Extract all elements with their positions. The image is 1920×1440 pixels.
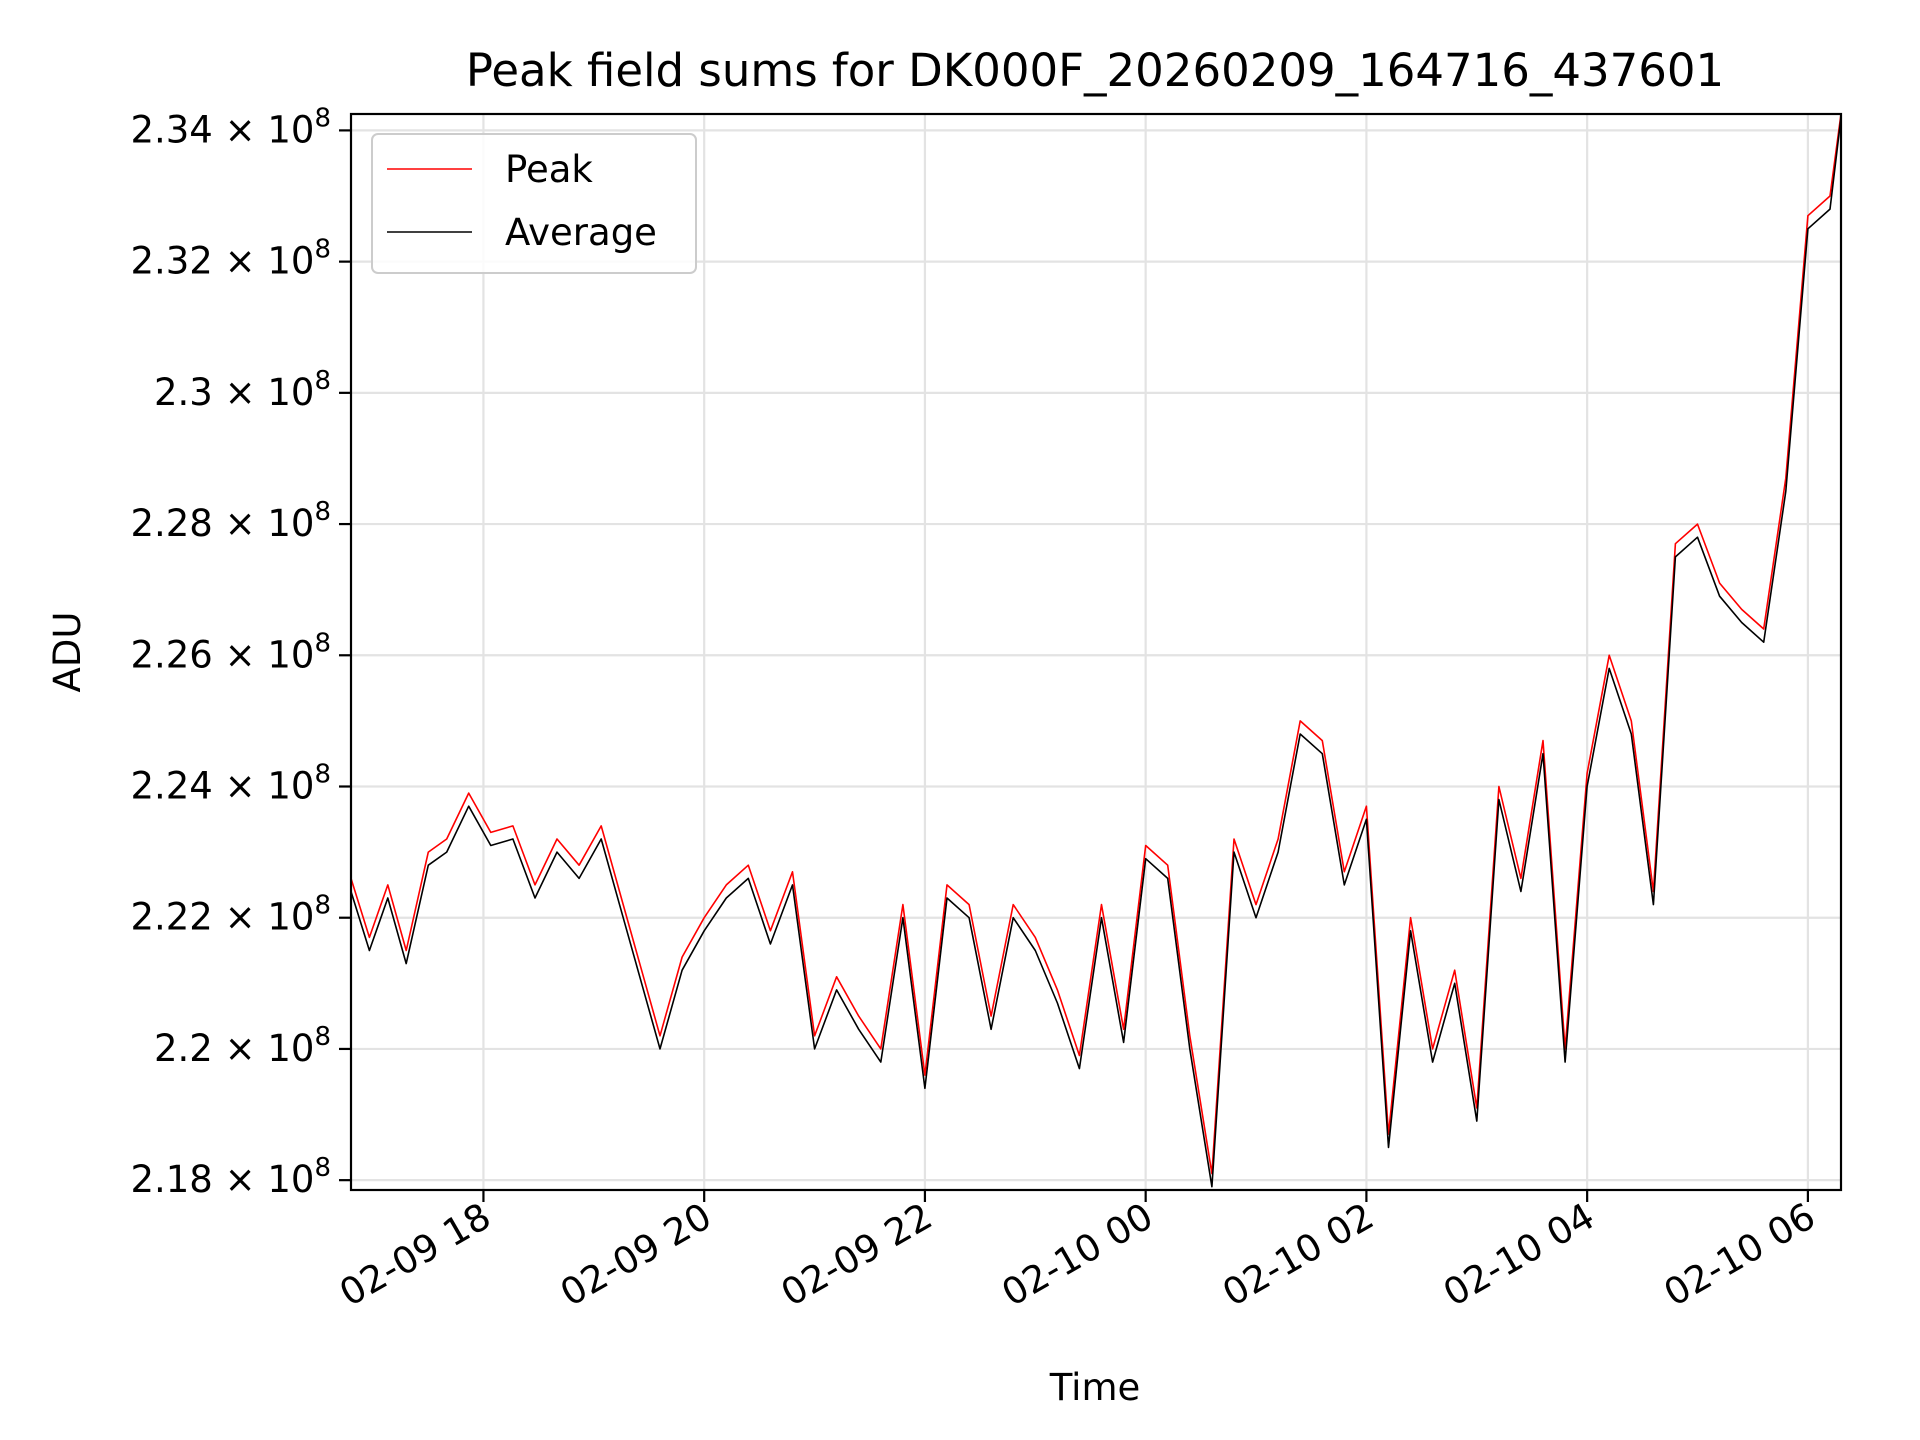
y-tick-label-5: 2.28 × 108 [130, 497, 331, 545]
y-tick-mantissa-3: 2.24 [130, 765, 224, 808]
series-layer [350, 113, 1842, 1188]
x-tick-label-2: 02-09 22 [774, 1195, 940, 1315]
y-tick-mantissa-8: 2.34 [130, 108, 224, 151]
legend-label-peak: Peak [505, 148, 593, 191]
series-line-average [350, 117, 1842, 1188]
y-tick-suffix-4: × 10 [225, 633, 315, 676]
y-tick-exponent-0: 8 [314, 1153, 331, 1183]
chart-title: Peak field sums for DK000F_20260209_1647… [466, 44, 1724, 97]
y-tick-suffix-2: × 10 [225, 896, 315, 939]
y-tick-exponent-7: 8 [314, 235, 331, 265]
y-tick-suffix-1: × 10 [225, 1027, 315, 1070]
y-tick-label-3: 2.24 × 108 [130, 760, 331, 808]
y-tick-mantissa-6: 2.3 [154, 371, 225, 414]
y-tick-label-7: 2.32 × 108 [130, 235, 331, 283]
y-tick-exponent-6: 8 [314, 366, 331, 396]
x-tick-label-3: 02-10 00 [995, 1195, 1161, 1315]
plot-frame [349, 112, 1843, 1192]
grid-layer [351, 114, 1841, 1190]
y-tick-suffix-3: × 10 [225, 765, 315, 808]
y-tick-mantissa-1: 2.2 [154, 1027, 225, 1070]
x-axis-label: Time [1049, 1366, 1141, 1409]
y-tick-label-2: 2.22 × 108 [130, 891, 331, 939]
series-line-peak [350, 113, 1842, 1175]
legend-label-average: Average [505, 211, 657, 254]
legend: Peak Average [371, 133, 697, 274]
y-tick-mantissa-2: 2.22 [130, 896, 224, 939]
y-tick-suffix-7: × 10 [225, 240, 315, 283]
x-tick-label-6: 02-10 06 [1657, 1195, 1823, 1315]
x-tick-label-1: 02-09 20 [553, 1195, 719, 1315]
x-tick-label-5: 02-10 04 [1436, 1195, 1602, 1315]
y-tick-suffix-6: × 10 [225, 371, 315, 414]
y-axis-label: ADU [46, 612, 89, 693]
y-tick-exponent-8: 8 [314, 103, 331, 133]
y-tick-mantissa-5: 2.28 [130, 502, 224, 545]
y-tick-suffix-8: × 10 [225, 108, 315, 151]
y-tick-exponent-3: 8 [314, 760, 331, 790]
x-axis-ticks: 02-09 18 02-09 20 02-09 22 02-10 00 02-10 02… [332, 1190, 1822, 1315]
y-tick-suffix-0: × 10 [225, 1158, 315, 1201]
y-tick-label-1: 2.2 × 108 [154, 1022, 331, 1070]
y-tick-label-6: 2.3 × 108 [154, 366, 331, 414]
y-tick-exponent-5: 8 [314, 497, 331, 527]
y-tick-exponent-4: 8 [314, 628, 331, 658]
y-tick-label-4: 2.26 × 108 [130, 628, 331, 676]
y-tick-mantissa-4: 2.26 [130, 633, 224, 676]
y-tick-suffix-5: × 10 [225, 502, 315, 545]
y-tick-label-0: 2.18 × 108 [130, 1153, 331, 1201]
y-tick-mantissa-7: 2.32 [130, 240, 224, 283]
y-tick-exponent-2: 8 [314, 891, 331, 921]
y-tick-label-8: 2.34 × 108 [130, 103, 331, 151]
y-tick-mantissa-0: 2.18 [130, 1158, 224, 1201]
x-tick-label-4: 02-10 02 [1215, 1195, 1381, 1315]
y-tick-exponent-1: 8 [314, 1022, 331, 1052]
x-tick-label-0: 02-09 18 [332, 1195, 498, 1315]
